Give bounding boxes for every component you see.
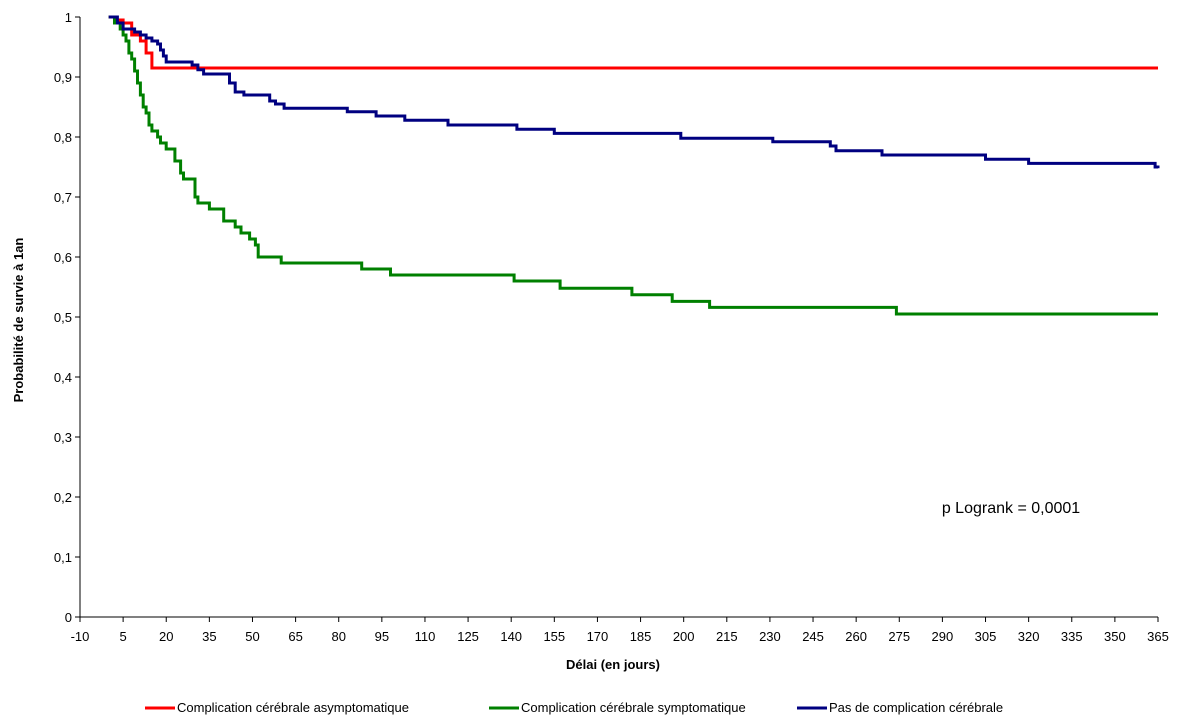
x-tick-label: 350 [1104, 629, 1126, 644]
y-tick-label: 0 [65, 610, 72, 625]
legend: Complication cérébrale asymptomatique Com… [145, 700, 1003, 715]
x-tick-label: 320 [1018, 629, 1040, 644]
y-axis-title: Probabilité de survie à 1an [11, 238, 26, 403]
axes-group: 0 0,1 0,2 0,3 0,4 0,5 0,6 0,7 0,8 0,9 1 -10 5 20 35 50 6… [54, 10, 1169, 644]
x-tick-label: 95 [375, 629, 389, 644]
x-tick-label: 290 [932, 629, 954, 644]
x-tick-label: 125 [457, 629, 479, 644]
y-tick-label: 1 [65, 10, 72, 25]
x-tick-label: 305 [975, 629, 997, 644]
series-line-3 [108, 15, 1160, 169]
y-tick-label: 0,4 [54, 370, 72, 385]
x-tick-label: 200 [673, 629, 695, 644]
x-tick-label: 155 [543, 629, 565, 644]
y-tick-label: 0,2 [54, 490, 72, 505]
x-tick-label: 335 [1061, 629, 1083, 644]
y-tick-label: 0,6 [54, 250, 72, 265]
legend-label-2: Complication cérébrale symptomatique [521, 700, 746, 715]
logrank-annotation: p Logrank = 0,0001 [942, 500, 1080, 517]
y-tick-label: 0,1 [54, 550, 72, 565]
legend-label-1: Complication cérébrale asymptomatique [177, 700, 409, 715]
y-tick-label: 0,7 [54, 190, 72, 205]
x-axis-title: Délai (en jours) [566, 657, 660, 672]
x-tick-label: 275 [888, 629, 910, 644]
x-tick-label: 110 [415, 629, 436, 644]
y-tick-label: 0,5 [54, 310, 72, 325]
x-tick-label: 215 [716, 629, 738, 644]
y-tick-label: 0,9 [54, 70, 72, 85]
x-tick-label: 230 [759, 629, 781, 644]
legend-label-3: Pas de complication cérébrale [829, 700, 1003, 715]
x-tick-label: 65 [288, 629, 302, 644]
series-group [108, 15, 1160, 316]
x-tick-label: 185 [630, 629, 652, 644]
x-tick-label: 140 [500, 629, 522, 644]
y-tick-label: 0,8 [54, 130, 72, 145]
x-tick-label: 20 [159, 629, 173, 644]
x-tick-label: 365 [1147, 629, 1169, 644]
x-tick-label: -10 [71, 629, 90, 644]
series-line-2 [108, 15, 1158, 316]
x-tick-label: 50 [245, 629, 259, 644]
x-tick-label: 80 [331, 629, 345, 644]
x-tick-label: 245 [802, 629, 824, 644]
x-tick-label: 5 [120, 629, 127, 644]
x-tick-label: 35 [202, 629, 216, 644]
x-tick-label: 170 [587, 629, 609, 644]
y-tick-label: 0,3 [54, 430, 72, 445]
series-line-1 [108, 15, 1158, 70]
x-tick-label: 260 [845, 629, 867, 644]
